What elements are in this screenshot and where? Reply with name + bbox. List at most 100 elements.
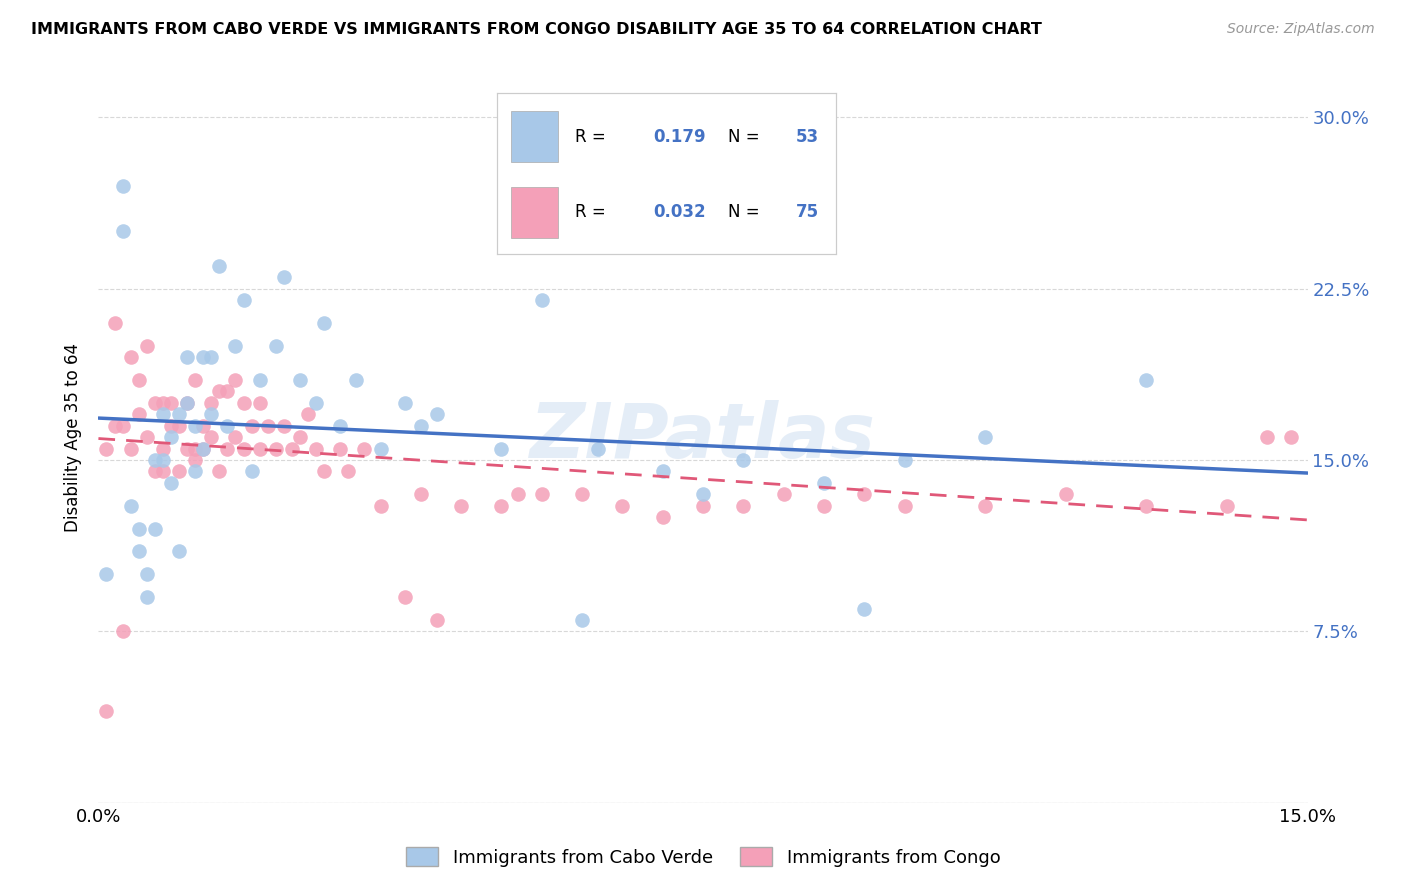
Point	[160, 396, 183, 410]
Point	[651, 510, 673, 524]
Point	[612, 499, 634, 513]
Point	[281, 442, 304, 456]
Point	[152, 442, 174, 456]
Point	[160, 418, 183, 433]
Point	[120, 442, 142, 456]
Point	[111, 624, 134, 639]
Point	[530, 487, 553, 501]
Point	[111, 224, 134, 238]
Point	[200, 396, 222, 410]
Point	[733, 453, 755, 467]
Point	[184, 373, 207, 387]
Point	[111, 418, 134, 433]
Point	[297, 407, 319, 421]
Point	[305, 442, 328, 456]
Point	[143, 521, 166, 535]
Point	[184, 418, 207, 433]
Point	[329, 442, 352, 456]
Point	[176, 396, 198, 410]
Point	[135, 338, 157, 352]
Text: IMMIGRANTS FROM CABO VERDE VS IMMIGRANTS FROM CONGO DISABILITY AGE 35 TO 64 CORR: IMMIGRANTS FROM CABO VERDE VS IMMIGRANTS…	[31, 22, 1042, 37]
Point	[103, 418, 125, 433]
Point	[314, 316, 336, 330]
Y-axis label: Disability Age 35 to 64: Disability Age 35 to 64	[65, 343, 83, 532]
Point	[152, 396, 174, 410]
Point	[264, 338, 287, 352]
Point	[394, 590, 416, 604]
Point	[1135, 499, 1157, 513]
Point	[651, 464, 673, 478]
Point	[135, 567, 157, 582]
Point	[167, 464, 190, 478]
Point	[184, 464, 207, 478]
Point	[1135, 373, 1157, 387]
Point	[208, 259, 231, 273]
Point	[1216, 499, 1239, 513]
Point	[208, 464, 231, 478]
Point	[893, 453, 915, 467]
Point	[394, 396, 416, 410]
Point	[813, 475, 835, 490]
Point	[200, 350, 222, 364]
Point	[273, 418, 295, 433]
Point	[232, 293, 254, 307]
Point	[160, 430, 183, 444]
Point	[217, 418, 239, 433]
Point	[506, 487, 529, 501]
Text: ZIPatlas: ZIPatlas	[530, 401, 876, 474]
Point	[491, 499, 513, 513]
Point	[184, 442, 207, 456]
Point	[571, 487, 593, 501]
Text: Source: ZipAtlas.com: Source: ZipAtlas.com	[1227, 22, 1375, 37]
Point	[96, 442, 118, 456]
Point	[974, 430, 997, 444]
Point	[111, 178, 134, 193]
Point	[160, 475, 183, 490]
Point	[232, 442, 254, 456]
Point	[120, 499, 142, 513]
Point	[143, 396, 166, 410]
Point	[409, 418, 432, 433]
Point	[96, 567, 118, 582]
Point	[224, 338, 246, 352]
Point	[135, 590, 157, 604]
Point	[143, 464, 166, 478]
Point	[193, 418, 215, 433]
Point	[1054, 487, 1077, 501]
Point	[256, 418, 278, 433]
Point	[184, 453, 207, 467]
Point	[152, 464, 174, 478]
Point	[813, 499, 835, 513]
Point	[135, 430, 157, 444]
Point	[193, 350, 215, 364]
Point	[426, 613, 449, 627]
Point	[288, 373, 311, 387]
Point	[586, 442, 609, 456]
Point	[249, 442, 271, 456]
Point	[176, 350, 198, 364]
Point	[370, 499, 392, 513]
Point	[491, 442, 513, 456]
Point	[344, 373, 367, 387]
Point	[530, 293, 553, 307]
Point	[249, 373, 271, 387]
Point	[305, 396, 328, 410]
Point	[200, 407, 222, 421]
Point	[217, 442, 239, 456]
Point	[409, 487, 432, 501]
Point	[240, 464, 263, 478]
Point	[200, 430, 222, 444]
Point	[772, 487, 794, 501]
Point	[120, 350, 142, 364]
Point	[167, 418, 190, 433]
Point	[176, 396, 198, 410]
Point	[893, 499, 915, 513]
Point	[692, 499, 714, 513]
Point	[1256, 430, 1278, 444]
Point	[193, 442, 215, 456]
Point	[208, 384, 231, 399]
Point	[128, 407, 150, 421]
Point	[571, 613, 593, 627]
Point	[128, 373, 150, 387]
Point	[128, 544, 150, 558]
